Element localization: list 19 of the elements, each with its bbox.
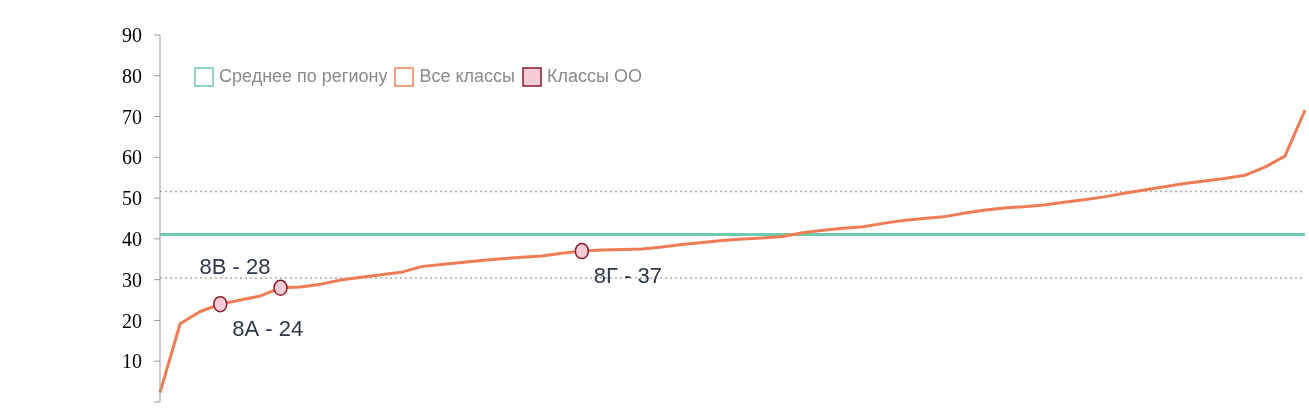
point [213,295,228,313]
point [273,279,288,297]
legend-label: Среднее по региону [219,66,388,87]
point [574,242,590,260]
y-tick-label: 20 [122,309,142,332]
y-tick-label: 30 [122,268,142,291]
y-tick-label: 40 [122,227,142,250]
y-tick-label: 90 [122,24,142,47]
data-label: 8Г - 37 [593,263,663,289]
y-tick-label: 80 [122,64,142,87]
data-label: 8В - 28 [199,253,271,279]
data-label: 8А - 24 [232,316,304,342]
legend-label: Классы ОО [547,66,642,87]
y-tick-label: 50 [122,187,142,210]
y-tick-label: 10 [122,350,142,373]
y-tick-label: 70 [122,105,142,128]
y-tick-label: 60 [122,146,142,169]
line-series [158,108,1307,395]
legend-label: Все классы [419,66,515,87]
